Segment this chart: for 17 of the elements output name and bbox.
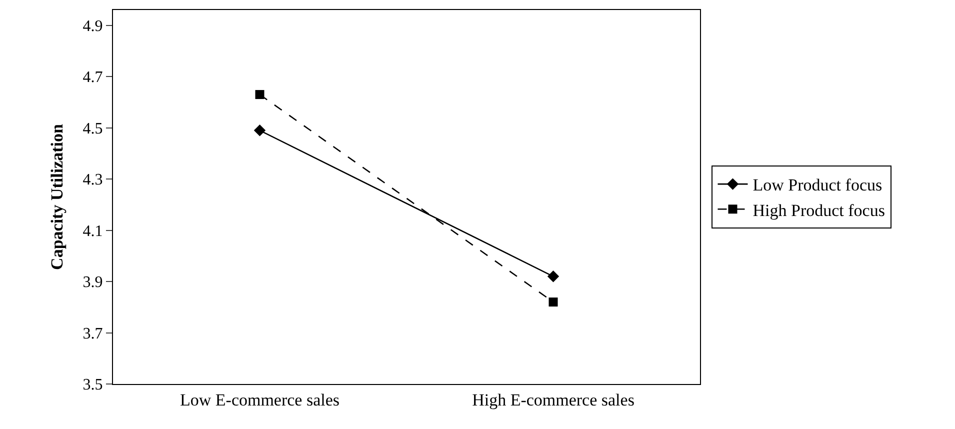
y-tick-label: 4.5 bbox=[82, 120, 103, 138]
x-tick-label: Low E-commerce sales bbox=[180, 390, 340, 410]
y-axis-title: Capacity Utilization bbox=[47, 124, 66, 270]
y-tick-label: 3.9 bbox=[82, 274, 103, 292]
y-tick-label: 4.7 bbox=[82, 69, 103, 86]
y-tick-label: 4.1 bbox=[82, 222, 103, 240]
y-tick-label: 4.9 bbox=[82, 18, 103, 35]
legend-label: Low Product focus bbox=[752, 176, 882, 195]
legend-label: High Product focus bbox=[752, 200, 885, 220]
x-tick-label: High E-commerce sales bbox=[472, 390, 634, 410]
point bbox=[547, 270, 560, 282]
y-tick-label: 3.5 bbox=[82, 376, 103, 394]
point bbox=[254, 124, 266, 136]
y-tick-label: 3.7 bbox=[82, 325, 103, 342]
point bbox=[548, 298, 558, 307]
point bbox=[255, 90, 264, 100]
y-tick-label: 4.3 bbox=[82, 172, 103, 189]
